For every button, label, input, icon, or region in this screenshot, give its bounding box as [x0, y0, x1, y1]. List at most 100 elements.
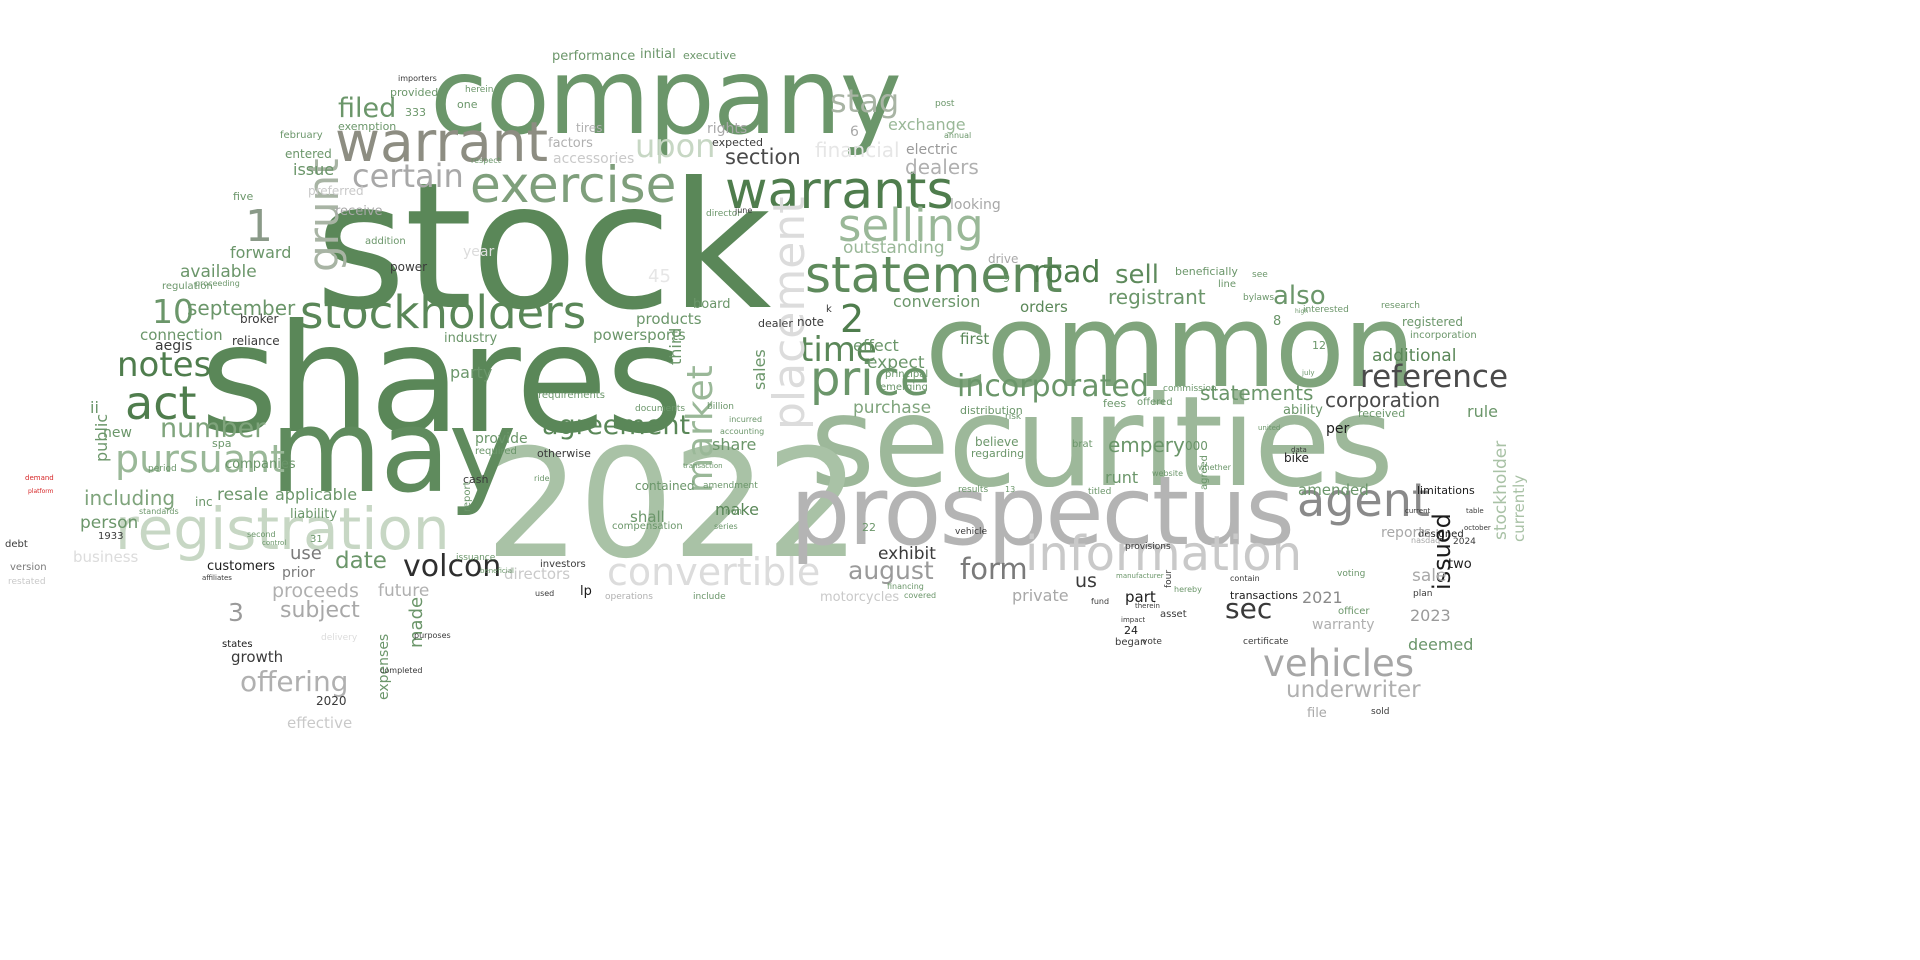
- word-incorporated: incorporated: [957, 369, 1149, 404]
- word-corporation: corporation: [1325, 388, 1441, 412]
- word-k: k: [826, 304, 832, 315]
- word-effective: effective: [287, 714, 353, 732]
- word-warranty: warranty: [1312, 617, 1375, 633]
- word-debt: debt: [5, 539, 28, 550]
- word-form: form: [960, 552, 1028, 586]
- word-file: file: [1307, 706, 1327, 721]
- word-distribution: distribution: [960, 404, 1023, 417]
- word-transaction: transaction: [683, 462, 723, 470]
- word-pursuant: pursuant: [115, 437, 285, 481]
- word-section: section: [725, 145, 801, 169]
- word-stock: stock: [315, 146, 771, 349]
- word-note: note: [797, 315, 825, 329]
- word-issuance: issuance: [456, 553, 496, 563]
- word-interested: interested: [1303, 305, 1349, 315]
- word-regarding: regarding: [971, 447, 1025, 460]
- word-billion: billion: [707, 402, 734, 412]
- word-year: year: [463, 244, 495, 260]
- word-nasdaq: nasdaq: [1411, 536, 1441, 545]
- word-future: future: [378, 581, 430, 601]
- word-lp: lp: [580, 584, 592, 599]
- word-platform: platform: [28, 488, 54, 495]
- word-3: 3: [228, 598, 244, 627]
- word-vehicle: vehicle: [955, 527, 988, 537]
- word-rights: rights: [707, 121, 748, 137]
- word-additional: additional: [1372, 346, 1457, 366]
- word-reports: reports: [1381, 525, 1432, 541]
- word-demand: demand: [25, 474, 54, 482]
- word-period: period: [148, 464, 177, 474]
- word-report: report: [462, 481, 473, 512]
- word-fees: fees: [1103, 397, 1127, 410]
- word-6: 6: [850, 124, 859, 140]
- word-industry: industry: [444, 331, 498, 346]
- word-shares: shares: [200, 293, 684, 467]
- word-2021: 2021: [1302, 588, 1343, 607]
- word-also: also: [1273, 281, 1326, 311]
- word-offering: offering: [240, 665, 349, 698]
- word-impact: impact: [1121, 616, 1146, 624]
- word-may: may: [270, 385, 517, 519]
- word-exemption: exemption: [338, 120, 397, 133]
- word-shall: shall: [630, 508, 665, 526]
- word-subject: subject: [280, 598, 360, 623]
- word-results: results: [958, 485, 989, 495]
- word-october: october: [1464, 524, 1491, 532]
- word-executive: executive: [683, 49, 737, 62]
- word-august: august: [848, 556, 934, 585]
- word-fund: fund: [1091, 597, 1110, 606]
- word-delivery: delivery: [321, 633, 358, 643]
- word-registration: registration: [115, 495, 450, 563]
- word-ii: ii: [90, 398, 99, 417]
- word-prospectus: prospectus: [790, 457, 1295, 567]
- word-warrant: warrant: [335, 110, 549, 174]
- word-director: director: [706, 209, 741, 219]
- word-directors: directors: [504, 565, 571, 583]
- word-compensation: compensation: [612, 521, 683, 532]
- word-12: 12: [1312, 339, 1326, 352]
- word-amended: amended: [1298, 481, 1369, 499]
- word-manufacturer: manufacturer: [1116, 572, 1164, 580]
- word-agent: agent: [1297, 473, 1430, 527]
- word-february: february: [280, 130, 323, 141]
- word-dealer: dealer: [758, 317, 793, 330]
- word-333: 333: [405, 106, 426, 119]
- word-powersports: powersports: [593, 326, 686, 344]
- word-resale: resale: [217, 485, 269, 505]
- word-line: line: [1218, 279, 1237, 290]
- word-provisions: provisions: [1125, 542, 1171, 552]
- word-runt: runt: [1105, 468, 1139, 487]
- word-initial: initial: [640, 47, 676, 62]
- word-beneficially: beneficially: [1175, 265, 1238, 278]
- word-sold: sold: [1371, 707, 1390, 717]
- word-transactions: transactions: [1230, 589, 1298, 602]
- word-bike: bike: [1284, 451, 1309, 465]
- word-herein: herein: [465, 85, 494, 95]
- word-party: party: [450, 363, 493, 382]
- word-ride: ride: [534, 474, 550, 483]
- word-annual: annual: [944, 131, 972, 140]
- word-performance: performance: [552, 49, 636, 64]
- word-regulation: regulation: [162, 281, 213, 292]
- word-reliance: reliance: [232, 334, 280, 348]
- word-spa: spa: [212, 437, 232, 450]
- word-received: received: [1358, 407, 1406, 420]
- word-2022: 2022: [485, 418, 861, 592]
- word-statements: statements: [1200, 381, 1314, 405]
- word-company: company: [430, 36, 902, 158]
- word-applicable: applicable: [275, 485, 358, 504]
- word-include: include: [693, 592, 726, 602]
- word-empery: empery: [1108, 433, 1185, 457]
- word-current: current: [1405, 507, 1431, 515]
- word-second: second: [247, 530, 276, 539]
- word-brat: brat: [1072, 439, 1093, 450]
- word-business: business: [73, 548, 139, 566]
- word-expect: expect: [867, 353, 925, 373]
- word-ability: ability: [1283, 403, 1323, 418]
- word-completed: completed: [380, 666, 423, 675]
- word-agreement: agreement: [542, 410, 691, 441]
- word-began: began: [1115, 637, 1147, 648]
- word-contain: contain: [1230, 574, 1260, 583]
- word-data: data: [1291, 446, 1307, 454]
- word-september: september: [187, 296, 296, 320]
